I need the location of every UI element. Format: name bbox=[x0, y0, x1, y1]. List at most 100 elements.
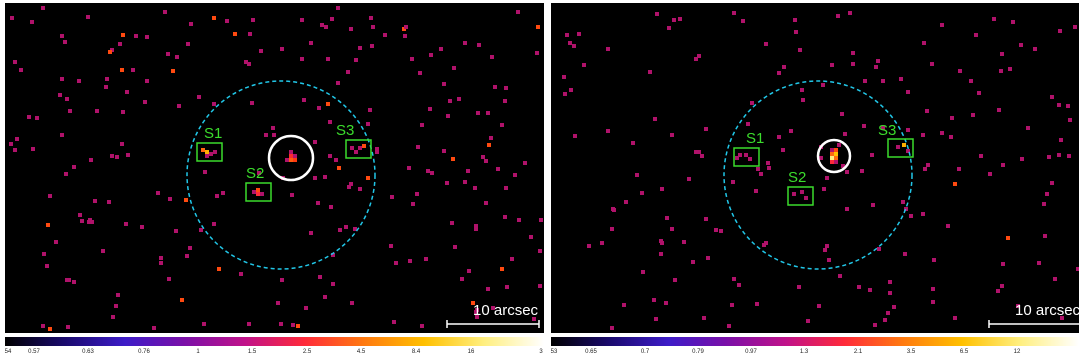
photon-pixel bbox=[892, 305, 896, 309]
photon-pixel bbox=[843, 132, 847, 136]
colorbar-ticks: 53 0.65 0.7 0.79 0.97 1.3 2.1 3.5 6.5 12 bbox=[551, 349, 1079, 361]
photon-pixel bbox=[838, 274, 842, 278]
photon-pixel bbox=[1033, 47, 1037, 51]
photon-pixel bbox=[95, 109, 99, 113]
photon-pixel bbox=[923, 167, 927, 171]
photon-pixel bbox=[899, 77, 903, 81]
photon-pixel bbox=[819, 156, 823, 160]
photon-pixel bbox=[316, 201, 320, 205]
source-pixel bbox=[738, 153, 742, 157]
photon-pixel bbox=[250, 101, 254, 105]
photon-pixel bbox=[60, 34, 64, 38]
photon-pixel bbox=[448, 99, 452, 103]
colorbar-tick: 0.76 bbox=[138, 349, 150, 355]
photon-pixel bbox=[493, 85, 497, 89]
photon-pixel bbox=[568, 41, 572, 45]
photon-pixel bbox=[529, 235, 533, 239]
photon-pixel bbox=[1043, 234, 1047, 238]
source-box-s3 bbox=[345, 139, 372, 159]
photon-pixel bbox=[167, 277, 171, 281]
photon-pixel bbox=[247, 62, 251, 66]
photon-pixel bbox=[349, 27, 353, 31]
left-xray-image bbox=[5, 3, 544, 333]
photon-pixel bbox=[957, 167, 961, 171]
photon-pixel bbox=[430, 171, 434, 175]
photon-pixel bbox=[974, 33, 978, 37]
photon-pixel bbox=[145, 35, 149, 39]
photon-pixel bbox=[134, 34, 138, 38]
photon-pixel bbox=[72, 280, 76, 284]
photon-pixel bbox=[1042, 202, 1046, 206]
photon-pixel bbox=[300, 18, 304, 22]
photon-pixel bbox=[841, 164, 845, 168]
photon-pixel bbox=[257, 171, 261, 175]
photon-pixel bbox=[428, 107, 432, 111]
photon-pixel bbox=[80, 219, 84, 223]
source-pixel bbox=[834, 156, 838, 160]
photon-pixel bbox=[439, 47, 443, 51]
photon-pixel bbox=[445, 181, 449, 185]
photon-pixel bbox=[489, 136, 493, 140]
photon-pixel bbox=[1057, 103, 1061, 107]
photon-pixel bbox=[1047, 155, 1051, 159]
photon-pixel bbox=[392, 320, 396, 324]
photon-pixel bbox=[1066, 104, 1070, 108]
photon-pixel bbox=[177, 104, 181, 108]
photon-pixel bbox=[754, 189, 758, 193]
photon-pixel bbox=[276, 301, 280, 305]
photon-pixel bbox=[958, 69, 962, 73]
photon-pixel bbox=[1057, 153, 1061, 157]
photon-pixel bbox=[481, 155, 485, 159]
photon-pixel bbox=[1068, 118, 1072, 122]
photon-pixel bbox=[41, 324, 45, 328]
photon-pixel bbox=[503, 99, 507, 103]
photon-pixel bbox=[535, 51, 539, 55]
source-pixel bbox=[205, 150, 209, 154]
photon-pixel bbox=[115, 155, 119, 159]
photon-pixel bbox=[143, 100, 147, 104]
photon-pixel bbox=[825, 244, 829, 248]
photon-pixel bbox=[624, 200, 628, 204]
photon-pixel bbox=[354, 58, 358, 62]
photon-pixel bbox=[429, 53, 433, 57]
photon-pixel bbox=[466, 169, 470, 173]
photon-pixel bbox=[857, 285, 861, 289]
photon-pixel bbox=[78, 213, 82, 217]
photon-pixel bbox=[457, 97, 461, 101]
photon-pixel bbox=[168, 197, 172, 201]
source-pixel bbox=[902, 143, 906, 147]
photon-pixel bbox=[704, 127, 708, 131]
photon-pixel bbox=[1026, 126, 1030, 130]
photon-pixel bbox=[801, 98, 805, 102]
source-label-s1: S1 bbox=[746, 130, 765, 147]
photon-pixel bbox=[622, 303, 626, 307]
photon-pixel bbox=[1008, 67, 1012, 71]
photon-pixel bbox=[641, 270, 645, 274]
colorbar-tick: 1.3 bbox=[799, 349, 809, 355]
source-pixel bbox=[121, 33, 125, 37]
photon-pixel bbox=[63, 40, 67, 44]
photon-pixel bbox=[903, 252, 907, 256]
photon-pixel bbox=[125, 90, 129, 94]
photon-pixel bbox=[491, 306, 495, 310]
source-pixel bbox=[792, 192, 796, 196]
colorbar-tick: 1 bbox=[196, 349, 200, 355]
source-pixel bbox=[830, 148, 834, 152]
source-label-s2: S2 bbox=[788, 169, 807, 186]
photon-pixel bbox=[271, 126, 275, 130]
photon-pixel bbox=[197, 95, 201, 99]
colorbar-ticks: 54 0.57 0.63 0.76 1 1.5 2.5 4.5 8.4 16 3 bbox=[5, 349, 544, 361]
photon-pixel bbox=[1001, 163, 1005, 167]
photon-pixel bbox=[1016, 304, 1020, 308]
photon-pixel bbox=[420, 123, 424, 127]
photon-pixel bbox=[166, 52, 170, 56]
colorbar-tick: 8.4 bbox=[411, 349, 421, 355]
photon-pixel bbox=[881, 126, 885, 130]
photon-pixel bbox=[120, 142, 124, 146]
colorbar-tick: 54 bbox=[4, 349, 12, 355]
photon-pixel bbox=[9, 142, 13, 146]
photon-pixel bbox=[706, 256, 710, 260]
photon-pixel bbox=[817, 304, 821, 308]
colorbar-tick: 3.5 bbox=[906, 349, 916, 355]
photon-pixel bbox=[562, 75, 566, 79]
